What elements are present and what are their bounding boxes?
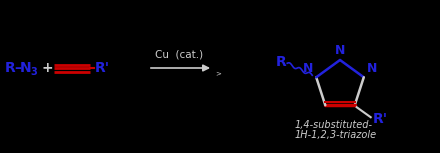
Text: N: N (335, 44, 345, 57)
Text: 1,4-substituted-: 1,4-substituted- (295, 120, 373, 130)
Text: R: R (5, 61, 16, 75)
Text: >: > (215, 70, 221, 76)
Text: +: + (41, 61, 53, 75)
Text: N: N (20, 61, 32, 75)
Text: Cu  (cat.): Cu (cat.) (155, 49, 203, 59)
Text: –: – (14, 61, 21, 75)
Text: N: N (367, 62, 377, 75)
Text: R': R' (95, 61, 110, 75)
Text: N: N (303, 62, 313, 75)
Text: R': R' (373, 112, 388, 126)
Text: 3: 3 (30, 67, 37, 77)
Text: 1H-1,2,3-triazole: 1H-1,2,3-triazole (295, 130, 377, 140)
Text: R: R (275, 55, 286, 69)
